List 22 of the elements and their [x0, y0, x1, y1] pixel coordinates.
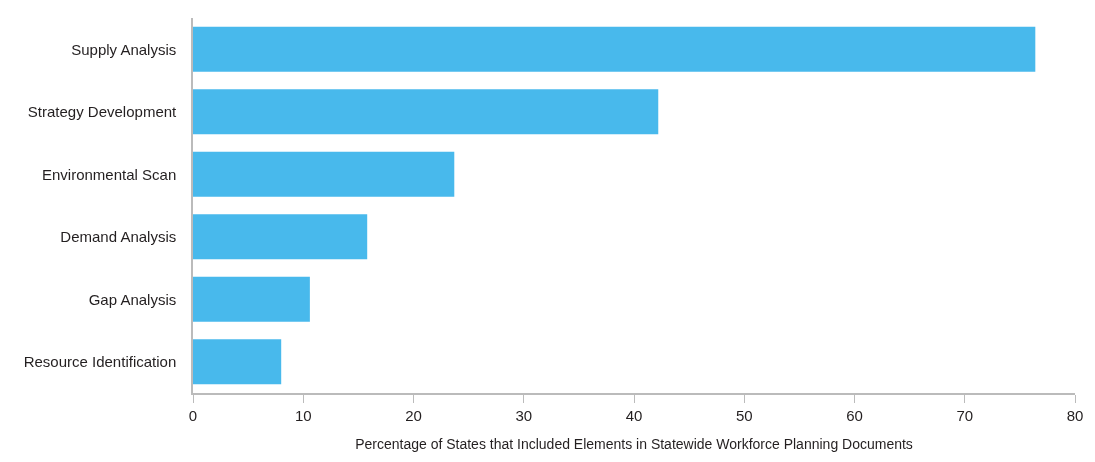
x-tick-label: 0 — [188, 406, 198, 424]
y-tick-label: Gap Analysis — [88, 290, 177, 308]
x-tick-label: 30 — [515, 406, 533, 424]
x-tick-label: 10 — [294, 406, 312, 424]
bar — [193, 339, 282, 385]
x-tick-label: 80 — [1066, 406, 1084, 424]
y-tick-label: Resource Identification — [23, 353, 177, 370]
y-tick-label: Environmental Scan — [42, 165, 177, 183]
y-tick-label: Strategy Development — [27, 103, 178, 120]
bar — [193, 89, 659, 135]
x-tick-label: 50 — [735, 406, 753, 424]
y-tick-label: Demand Analysis — [60, 228, 177, 245]
x-tick-label: 40 — [625, 406, 643, 424]
x-axis-title: Percentage of States that Included Elements in Statewide Workforce Planning Documents — [355, 435, 913, 452]
x-tick-label: 60 — [846, 406, 863, 424]
x-tick-label: 20 — [405, 406, 422, 424]
bar — [193, 151, 455, 197]
x-tick-label: 70 — [956, 406, 974, 424]
bar — [193, 214, 368, 260]
y-tick-label: Supply Analysis — [71, 40, 177, 58]
bar — [193, 276, 310, 322]
bar — [193, 26, 1036, 72]
